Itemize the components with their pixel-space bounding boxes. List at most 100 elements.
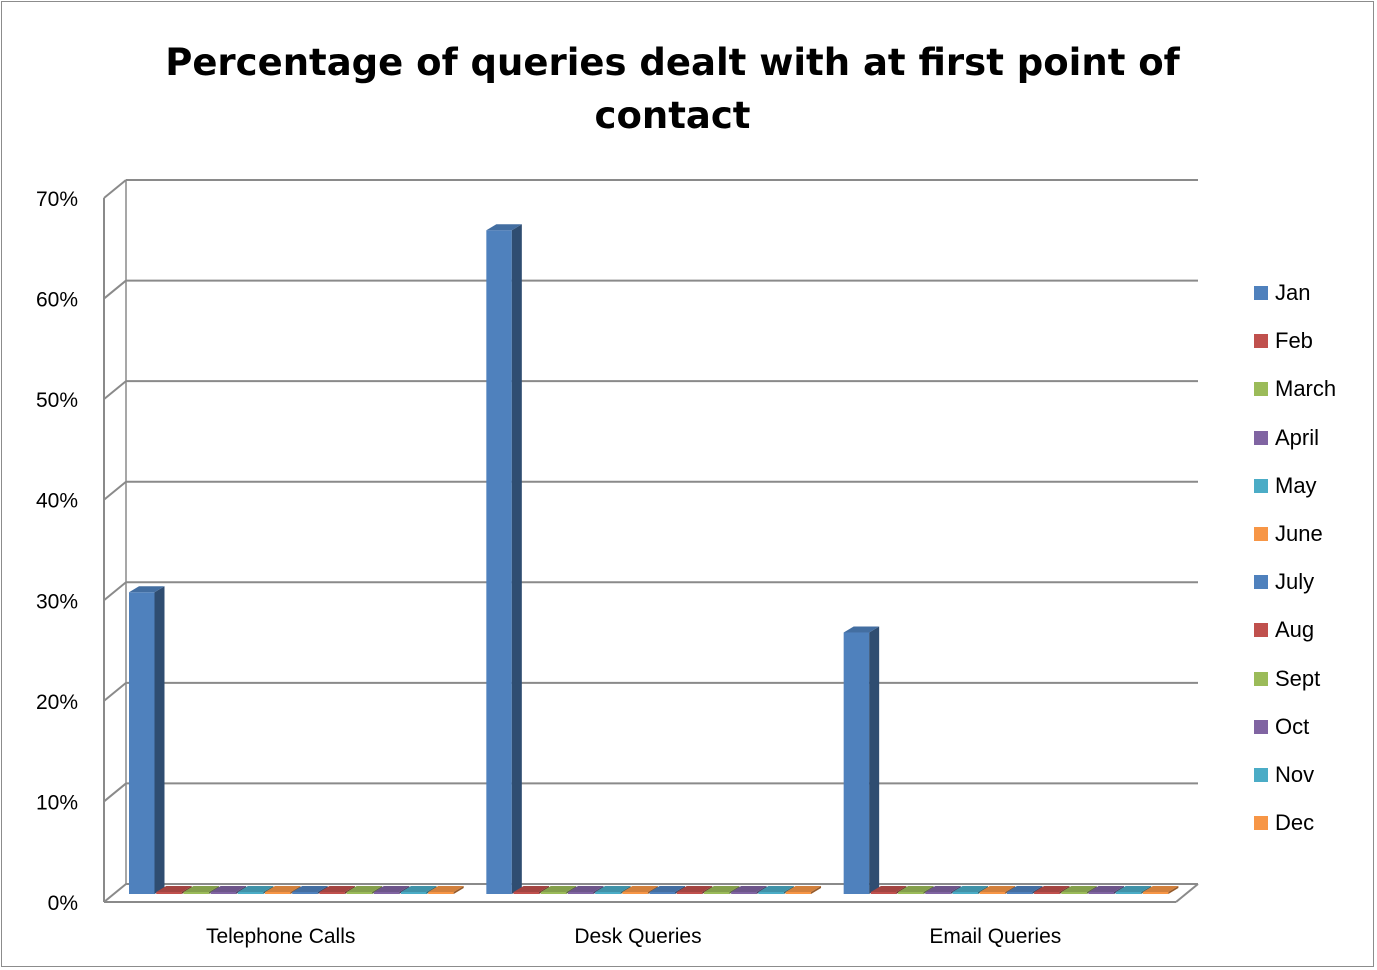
y-tick-label: 20% [36,691,78,714]
gridline-depth [103,883,127,903]
bar [595,892,621,894]
legend-item: Aug [1254,617,1314,643]
legend-swatch [1254,286,1268,300]
y-tick-label: 30% [36,590,78,613]
legend-item: July [1254,569,1314,595]
bar-top [1034,886,1070,892]
bar-side [869,626,880,894]
bar [870,892,897,894]
bar-top [979,886,1016,892]
legend-item: Dec [1254,810,1314,836]
bar-top [513,886,550,892]
legend-item: March [1254,376,1336,402]
legend-label: May [1275,472,1317,498]
bar-top [210,886,247,892]
legend-swatch [1254,623,1268,638]
bar [237,892,264,894]
bar-top [758,886,794,892]
legend-swatch [1254,575,1268,590]
bar-top [129,586,165,593]
gridline-depth [103,581,127,602]
bar [428,892,454,894]
legend-label: Jan [1275,280,1311,305]
bar-top [401,886,437,892]
gridline-depth [103,380,127,400]
bar-top [156,886,192,892]
bar [156,892,182,894]
bar-top [1061,886,1097,892]
bar [567,892,594,894]
bar [925,892,951,894]
bar-top [1088,886,1124,892]
y-tick-label: 10% [36,791,78,814]
y-tick-label: 0% [48,892,78,915]
bar-side [811,886,822,894]
gridline-depth [103,782,127,803]
bar-top [1006,886,1043,892]
bar [373,892,400,894]
bar-top [622,886,658,892]
gridline-depth [103,279,127,300]
x-tick-label: Telephone Calls [206,925,355,948]
bar-top [373,886,410,892]
legend-item: June [1254,521,1323,547]
bar [129,592,155,894]
legend-label: Nov [1275,762,1315,787]
legend-swatch [1254,671,1268,686]
bar [1088,892,1114,894]
y-tick-label: 50% [36,389,78,412]
legend-swatch [1254,382,1268,397]
bar-top [952,886,988,892]
bar [540,892,567,894]
bar [486,230,512,894]
legend-item: May [1254,473,1317,499]
bar-top [785,886,822,892]
bar [1142,892,1169,894]
chart-title: Percentage of queries dealt with at firs… [0,36,1345,142]
bar [319,892,345,894]
y-tick-label: 60% [36,289,78,312]
bar-top [595,886,631,892]
legend-item: Jan [1254,280,1310,306]
bar-top [925,886,961,892]
bar-top [428,886,464,892]
legend-label: Feb [1275,328,1313,354]
gridline-depth [103,480,127,501]
bar [183,892,209,894]
bar-top [676,886,713,892]
bar-top [898,886,934,892]
bar [898,892,924,894]
bar [265,892,291,894]
bar-top [346,886,383,892]
y-tick-label: 70% [36,188,78,211]
legend-label: July [1275,569,1315,595]
bar [1061,892,1087,894]
bar [292,892,318,894]
legend-label: Dec [1275,810,1315,836]
legend-label: June [1275,521,1323,546]
bar-top [183,886,219,892]
bar-side [154,586,165,894]
legend-item: Oct [1254,714,1309,740]
legend-swatch [1254,527,1268,541]
bar [785,892,812,894]
bar-side [511,224,522,894]
bar [843,632,870,894]
bar-top [486,224,522,231]
legend-item: April [1254,425,1319,451]
bar [731,892,757,894]
legend-item: Sept [1254,666,1320,692]
legend-swatch [1254,768,1268,782]
bar-top [319,886,355,892]
bar [979,892,1006,894]
legend-label: April [1275,424,1320,450]
bar-side [1168,886,1179,894]
legend-label: Aug [1275,617,1315,643]
bar-top [567,886,604,892]
bar [346,892,373,894]
bar-top [292,886,328,892]
bar [1034,892,1060,894]
legend-item: Nov [1254,762,1314,788]
bar [676,892,703,894]
bar-top [870,886,907,892]
